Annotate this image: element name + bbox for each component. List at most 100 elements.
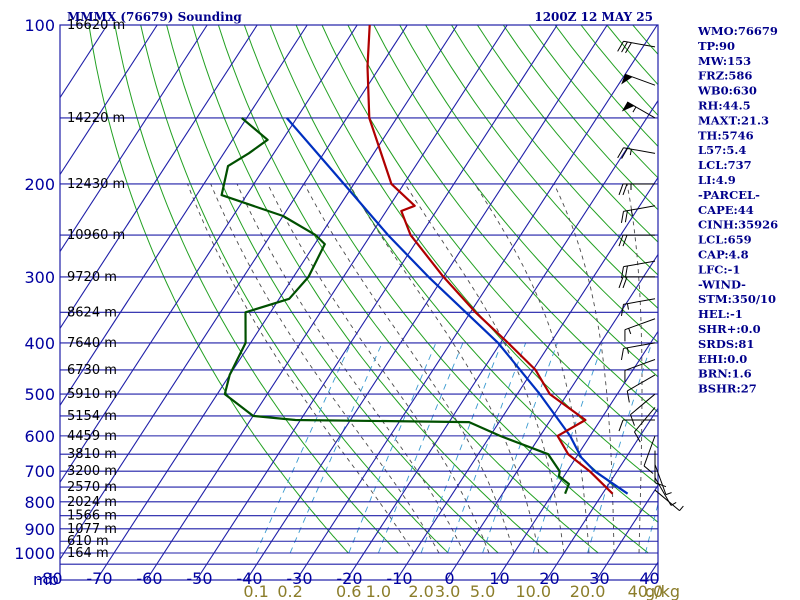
pressure-unit-label: mb (33, 570, 59, 589)
wind-barb-half-flag (679, 505, 684, 511)
wind-barb-flag (625, 42, 632, 54)
sounding-index-value: STM:350/10 (698, 292, 776, 306)
temperature-tick-label: -70 (86, 569, 112, 588)
wind-barb-staff (623, 298, 656, 305)
isotherm-line (60, 25, 308, 407)
pressure-tick-label: 400 (24, 334, 55, 353)
mixing-ratio-tick-label: 0.1 (243, 582, 268, 600)
sounding-index-value: L57:5.4 (698, 143, 746, 157)
moist-adiabat-line (626, 183, 643, 554)
wind-barb-staff (627, 101, 656, 119)
wind-barb-flag (622, 234, 628, 247)
wind-barb (617, 147, 656, 159)
moist-adiabat-line (187, 183, 415, 554)
pressure-tick-label: 1000 (14, 544, 55, 563)
sounding-index-value: MW:153 (698, 54, 751, 68)
height-label: 7640 m (67, 336, 117, 351)
wind-barb-flag (618, 276, 624, 289)
height-label: 1077 m (67, 522, 117, 537)
height-label: 16620 m (67, 18, 125, 33)
wind-barb-flag (620, 211, 624, 223)
temperature-tick-label: -80 (36, 569, 62, 588)
wind-barb-flag (622, 183, 628, 196)
wind-barb-half-flag (629, 149, 632, 156)
mixing-ratio-tick-label: 10.0 (515, 582, 551, 600)
sounding-index-value: EHI:0.0 (698, 352, 747, 366)
temperature-tick-label: -40 (236, 569, 262, 588)
wind-barb-flag (618, 183, 624, 196)
isotherm-line (245, 25, 608, 580)
height-label: 164 m (67, 546, 109, 561)
wind-barb-flag (620, 266, 624, 279)
sounding-index-value: LCL:659 (698, 233, 752, 247)
sounding-index-value: -WIND- (698, 277, 746, 291)
sounding-index-value: CAPE:44 (698, 203, 754, 217)
isotherm-line (60, 25, 408, 561)
wind-barb-half-flag (628, 328, 632, 335)
mixing-ratio-tick-label: 40.0 (628, 582, 664, 600)
wind-barb-half-flag (632, 106, 637, 113)
wind-barb-half-flag (626, 347, 629, 354)
wind-barb-flag (621, 148, 628, 159)
plot-frame (59, 24, 659, 581)
sounding-index-value: SRDS:81 (698, 337, 754, 351)
sounding-index-value: -PARCEL- (698, 188, 760, 202)
pressure-tick-label: 200 (24, 175, 55, 194)
height-label: 6730 m (67, 363, 117, 378)
temperature-tick-label: -30 (286, 569, 312, 588)
height-label: 9720 m (67, 270, 117, 285)
mixing-ratio-tick-label: 2.0 (408, 582, 433, 600)
mixing-ratio-tick-label: 3.0 (435, 582, 460, 600)
wind-barb-flag (618, 419, 624, 432)
isotherm-line (595, 484, 658, 580)
height-label: 14220 m (67, 111, 125, 126)
mixing-ratio-tick-label: 1.0 (366, 582, 391, 600)
chart-timestamp: 1200Z 12 MAY 25 (534, 10, 653, 24)
sounding-index-value: WB0:630 (697, 84, 757, 98)
wind-barb-staff (624, 359, 656, 371)
pressure-tick-label: 600 (24, 427, 55, 446)
temperature-tick-label: 10 (489, 569, 509, 588)
pressure-tick-label: 500 (24, 385, 55, 404)
moist-adiabat-line (303, 183, 515, 554)
sounding-index-value: CINH:35926 (698, 218, 778, 232)
wind-barb (618, 276, 655, 289)
mixing-ratio-unit: g/kg (645, 582, 680, 600)
wind-barb (621, 73, 656, 86)
moist-adiabat-line (553, 183, 615, 553)
isotherm-line (60, 25, 208, 253)
wind-barb (626, 374, 656, 403)
mixing-ratio-tick-label: 20.0 (570, 582, 606, 600)
pressure-tick-label: 300 (24, 268, 55, 287)
wind-barb (620, 260, 656, 279)
wind-barb-flag (624, 210, 628, 223)
wind-barb (654, 464, 672, 496)
height-label: 610 m (67, 534, 109, 549)
sounding-index-value: WMO:76679 (697, 24, 778, 38)
sounding-index-value: TP:90 (698, 39, 735, 53)
moist-adiabat-line (474, 183, 590, 554)
temperature-tick-label: -60 (136, 569, 162, 588)
temperature-tick-label: 30 (589, 569, 609, 588)
sounding-index-value: LI:4.9 (698, 173, 736, 187)
wind-barb-flag (620, 348, 624, 361)
wind-barb-flag (618, 234, 624, 247)
temperature-tick-label: 20 (539, 569, 559, 588)
wind-barb-flag (617, 147, 624, 159)
height-label: 1566 m (67, 509, 117, 524)
wind-barb (654, 489, 684, 512)
wind-barb-staff (623, 205, 656, 212)
wind-barb-flag (621, 41, 628, 53)
moist-adiabat-line (267, 183, 490, 554)
pressure-tick-label: 700 (24, 462, 55, 481)
sounding-index-value: RH:44.5 (698, 99, 751, 113)
sounding-index-value: TH:5746 (698, 128, 754, 142)
wind-barb-flag (654, 482, 667, 488)
height-label: 10960 m (67, 228, 125, 243)
height-label: 5154 m (67, 409, 117, 424)
wind-barb-flag (620, 304, 624, 316)
wind-barb-staff (643, 435, 656, 467)
pressure-tick-label: 900 (24, 520, 55, 539)
dewpoint-profile-line (220, 117, 571, 495)
wind-barb-flag (622, 276, 628, 289)
